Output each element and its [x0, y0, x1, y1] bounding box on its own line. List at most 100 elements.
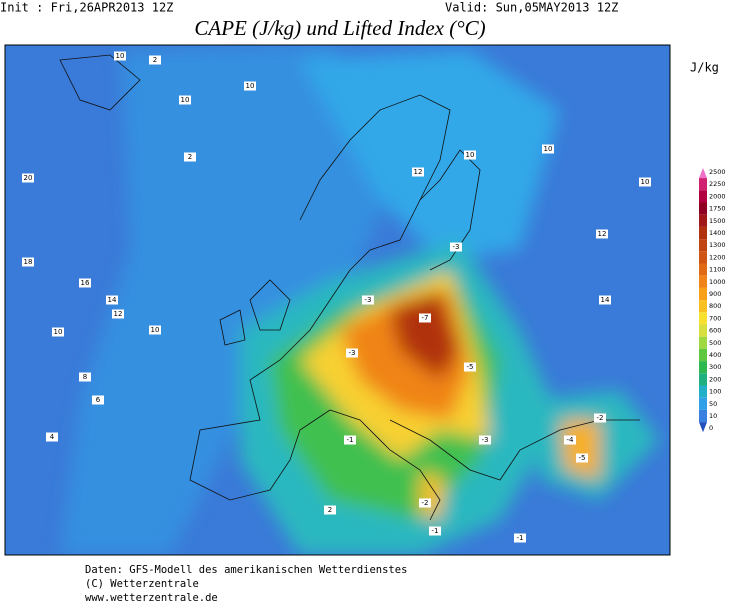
contour-label: 10 — [54, 328, 63, 336]
colorbar-swatch — [699, 178, 707, 191]
contour-label: 14 — [601, 296, 610, 304]
colorbar-swatch — [699, 275, 707, 288]
contour-label: 10 — [466, 151, 475, 159]
colorbar-label: 1100 — [709, 266, 726, 274]
colorbar-label: 2500 — [709, 168, 726, 176]
contour-label: 20 — [24, 174, 33, 182]
colorbar-label: 0 — [709, 424, 713, 432]
contour-label: -2 — [422, 499, 429, 507]
contour-label: -5 — [467, 363, 474, 371]
label-box — [479, 435, 491, 445]
contour-label: -1 — [347, 436, 354, 444]
colorbar-swatch — [699, 361, 707, 374]
contour-label: 12 — [414, 168, 423, 176]
label-box — [79, 372, 91, 382]
label-box — [244, 81, 256, 91]
colorbar-label: 1750 — [709, 205, 726, 213]
label-box — [639, 177, 651, 187]
colorbar-swatch — [699, 214, 707, 227]
label-box — [112, 309, 124, 319]
label-box — [79, 278, 91, 288]
colorbar-label: 1400 — [709, 229, 726, 237]
contour-label: 6 — [96, 396, 101, 404]
label-box — [596, 229, 608, 239]
label-box — [412, 167, 424, 177]
contour-label: -4 — [567, 436, 575, 444]
colorbar-label: 50 — [709, 400, 717, 408]
colorbar-label: 1200 — [709, 253, 726, 261]
contour-label: 12 — [114, 310, 123, 318]
colorbar-swatch — [699, 422, 707, 433]
label-box — [52, 327, 64, 337]
contour-label: 10 — [116, 52, 125, 60]
colorbar-swatch — [699, 190, 707, 203]
colorbar-label: 600 — [709, 327, 721, 335]
label-box — [419, 498, 431, 508]
colorbar-swatch — [699, 300, 707, 313]
label-box — [514, 533, 526, 543]
colorbar-label: 900 — [709, 290, 721, 298]
label-box — [576, 453, 588, 463]
colorbar-swatch — [699, 348, 707, 362]
coastlines — [59, 54, 640, 521]
colorbar-swatch — [699, 373, 707, 386]
contour-label: -5 — [579, 454, 586, 462]
footer-line: (C) Wetterzentrale — [85, 578, 199, 590]
colorbar-label: 100 — [709, 388, 721, 396]
colorbar-swatch — [699, 251, 707, 264]
colorbar-unit: J/kg — [690, 61, 719, 75]
colorbar-label: 800 — [709, 302, 721, 310]
contour-label: 10 — [641, 178, 650, 186]
map-frame — [4, 44, 671, 556]
footer-line: www.wetterzentrale.de — [85, 592, 218, 603]
colorbar-swatch — [699, 239, 707, 252]
colorbar-label: 200 — [709, 375, 721, 383]
map-title: CAPE (J/kg) und Lifted Index (°C) — [194, 16, 485, 40]
colorbar-swatch — [699, 385, 707, 398]
contour-label: 10 — [544, 145, 553, 153]
contour-label: 4 — [50, 433, 55, 441]
colorbar-label: 10 — [709, 412, 717, 420]
colorbar-swatch — [699, 409, 707, 423]
footer-line: Daten: GFS-Modell des amerikanischen Wet… — [85, 564, 407, 576]
contour-label: -3 — [453, 243, 460, 251]
label-box — [344, 435, 356, 445]
colorbar-label: 700 — [709, 314, 721, 322]
label-box — [362, 295, 374, 305]
label-box — [346, 348, 358, 358]
label-box — [542, 144, 554, 154]
colorbar-swatch — [699, 168, 707, 179]
colorbar-label: 2000 — [709, 192, 726, 200]
label-box — [464, 150, 476, 160]
label-box — [464, 362, 476, 372]
label-box — [429, 526, 441, 536]
init-time: Init : Fri,26APR2013 12Z — [0, 1, 173, 15]
contour-label: 2 — [188, 153, 192, 161]
contour-label: 16 — [81, 279, 90, 287]
contour-label: -1 — [432, 527, 439, 535]
colorbar-label: 400 — [709, 351, 721, 359]
colorbar-swatch — [699, 336, 707, 349]
colorbar-swatch — [699, 397, 707, 410]
contour-label: -3 — [365, 296, 372, 304]
label-box — [594, 413, 606, 423]
colorbar-label: 2250 — [709, 180, 726, 188]
colorbar-swatch — [699, 202, 707, 215]
contour-label: 14 — [108, 296, 117, 304]
label-box — [22, 173, 34, 183]
label-box — [22, 257, 34, 267]
label-box — [149, 325, 161, 335]
label-box — [179, 95, 191, 105]
label-box — [564, 435, 576, 445]
label-box — [184, 152, 196, 162]
colorbar-swatch — [699, 324, 707, 337]
contour-label: 10 — [246, 82, 255, 90]
label-box — [114, 51, 126, 61]
contour-label: 18 — [24, 258, 33, 266]
contour-label: 10 — [151, 326, 160, 334]
contour-label: -1 — [517, 534, 524, 542]
colorbar-label: 500 — [709, 339, 721, 347]
colorbar-swatch — [699, 263, 707, 276]
label-box — [324, 505, 336, 515]
